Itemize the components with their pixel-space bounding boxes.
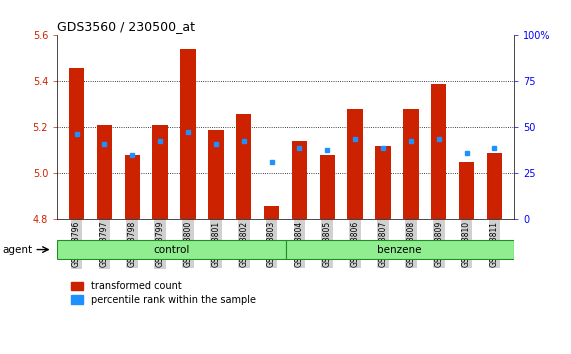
Text: GDS3560 / 230500_at: GDS3560 / 230500_at bbox=[57, 20, 195, 33]
Text: benzene: benzene bbox=[377, 245, 422, 255]
Bar bbox=[431, 84, 447, 219]
FancyBboxPatch shape bbox=[57, 240, 286, 259]
Bar bbox=[320, 155, 335, 219]
Bar bbox=[208, 130, 223, 219]
Bar bbox=[124, 155, 140, 219]
Bar bbox=[69, 68, 85, 219]
Bar bbox=[236, 114, 251, 219]
Text: control: control bbox=[153, 245, 190, 255]
FancyBboxPatch shape bbox=[286, 240, 514, 259]
Bar bbox=[459, 162, 474, 219]
Bar bbox=[375, 146, 391, 219]
Bar bbox=[403, 109, 419, 219]
Bar bbox=[348, 109, 363, 219]
Bar bbox=[97, 125, 112, 219]
Bar bbox=[486, 153, 502, 219]
Text: agent: agent bbox=[3, 245, 33, 255]
Bar bbox=[264, 206, 279, 219]
Bar bbox=[180, 49, 196, 219]
Legend: transformed count, percentile rank within the sample: transformed count, percentile rank withi… bbox=[71, 281, 256, 305]
Bar bbox=[152, 125, 168, 219]
Bar bbox=[292, 141, 307, 219]
